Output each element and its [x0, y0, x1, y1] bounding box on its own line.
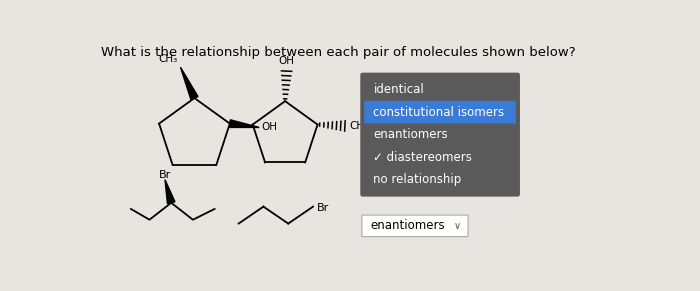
- FancyBboxPatch shape: [364, 101, 516, 123]
- Text: ✓ diastereomers: ✓ diastereomers: [374, 151, 472, 164]
- Text: CH₃: CH₃: [158, 54, 177, 64]
- Text: no relationship: no relationship: [374, 173, 462, 186]
- Text: constitutional isomers: constitutional isomers: [374, 106, 505, 119]
- Polygon shape: [230, 120, 259, 127]
- Text: enantiomers: enantiomers: [370, 219, 445, 233]
- Text: Br: Br: [317, 203, 329, 213]
- FancyBboxPatch shape: [362, 215, 468, 237]
- Text: CH₃: CH₃: [349, 121, 369, 131]
- Text: identical: identical: [374, 83, 424, 96]
- Text: ∨: ∨: [454, 221, 461, 231]
- Text: OH: OH: [262, 123, 278, 132]
- Polygon shape: [165, 180, 175, 204]
- Text: What is the relationship between each pair of molecules shown below?: What is the relationship between each pa…: [102, 46, 576, 59]
- Text: Br: Br: [159, 170, 171, 180]
- Text: enantiomers: enantiomers: [374, 128, 448, 141]
- Text: OH: OH: [279, 56, 295, 66]
- FancyBboxPatch shape: [360, 73, 520, 197]
- Polygon shape: [181, 67, 198, 100]
